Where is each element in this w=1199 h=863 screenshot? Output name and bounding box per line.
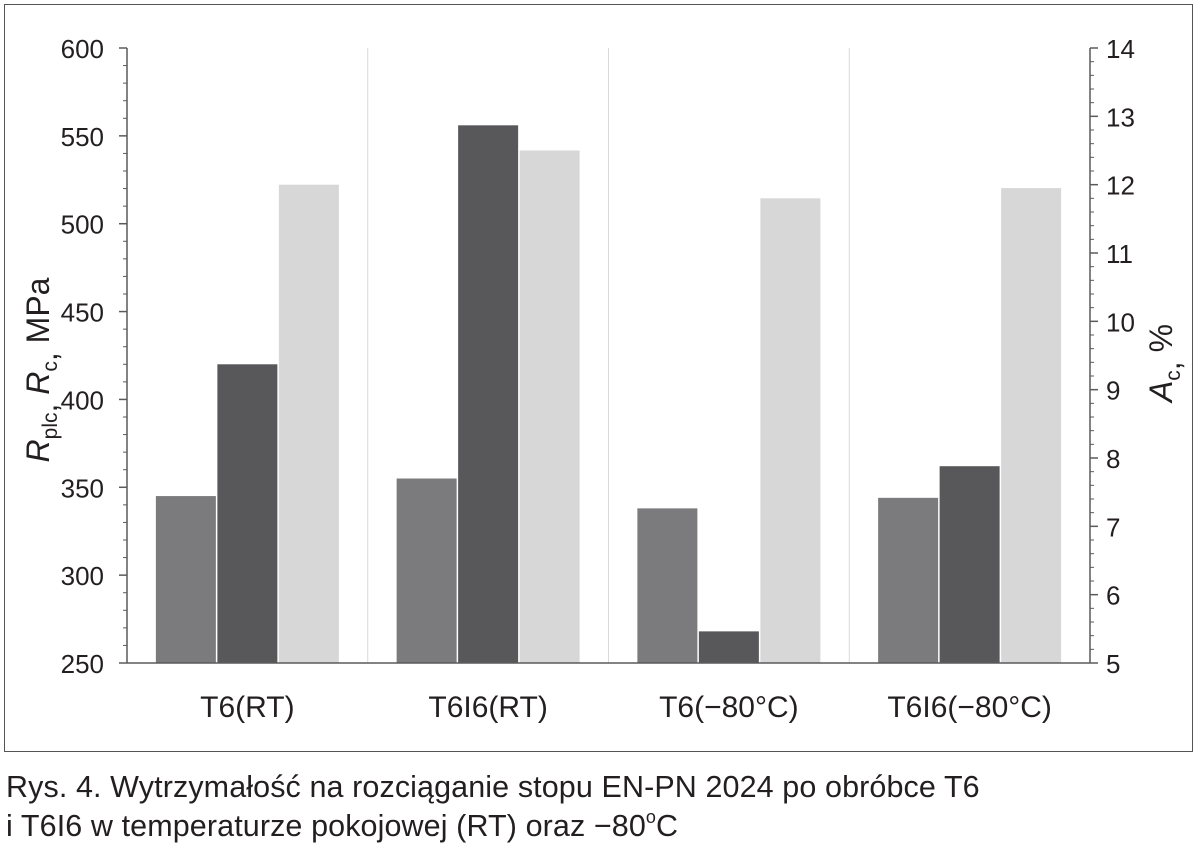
caption-line-2-text: i T6I6 w temperaturze pokojowej (RT) ora… <box>6 809 646 843</box>
right-tick-label: 7 <box>1106 512 1120 542</box>
right-tick-label: 6 <box>1106 581 1120 611</box>
bar-series-2-3 <box>698 631 759 663</box>
bar-chart: T6(RT) T6I6(RT) T6(−80°C) T6I6(−80°C) 250 300… <box>20 34 1187 724</box>
right-tick-label: 10 <box>1106 307 1135 337</box>
left-tick-label: 600 <box>61 34 104 64</box>
left-axis-title: Rplc, Rc, MPa <box>20 277 64 462</box>
x-tick-label: T6I6(RT) <box>428 691 547 724</box>
left-tick-label: 300 <box>61 561 104 591</box>
caption-unit-text: C <box>656 809 679 843</box>
right-tick-label: 8 <box>1106 444 1120 474</box>
right-tick-label: 12 <box>1106 171 1135 201</box>
left-tick-label: 400 <box>61 385 104 415</box>
figure-caption-line-1: Rys. 4. Wytrzymałość na rozciąganie stop… <box>6 770 980 804</box>
bar-series-2-1 <box>217 364 278 663</box>
left-tick-label: 350 <box>61 473 104 503</box>
bar-series-1-4 <box>878 497 939 663</box>
bar-series-1-2 <box>396 478 457 663</box>
right-tick-label: 9 <box>1106 376 1120 406</box>
right-tick-label: 11 <box>1106 239 1133 269</box>
bar-series-1-3 <box>637 508 698 663</box>
right-tick-label: 5 <box>1106 649 1120 679</box>
x-tick-label: T6(RT) <box>200 691 294 724</box>
x-tick-label: T6I6(−80°C) <box>887 691 1052 724</box>
bar-series-3-3 <box>760 198 821 664</box>
right-tick-label: 13 <box>1106 102 1135 132</box>
bar-series-2-4 <box>939 466 1000 663</box>
bar-series-1-1 <box>155 496 216 663</box>
left-tick-label: 550 <box>61 122 104 152</box>
bar-series-3-2 <box>519 150 580 663</box>
x-tick-label: T6(−80°C) <box>659 691 799 724</box>
right-axis-title: Ac, % <box>1143 324 1187 404</box>
left-tick-label: 500 <box>61 210 104 240</box>
caption-degree-sup: o <box>645 807 657 827</box>
left-tick-label: 250 <box>61 649 104 679</box>
figure-caption-line-2: i T6I6 w temperaturze pokojowej (RT) ora… <box>6 807 679 844</box>
bar-series-3-1 <box>278 184 339 663</box>
bar-series-3-4 <box>1001 188 1062 664</box>
bar-series-2-2 <box>458 125 519 664</box>
right-tick-label: 14 <box>1106 34 1135 64</box>
left-tick-label: 450 <box>61 298 104 328</box>
